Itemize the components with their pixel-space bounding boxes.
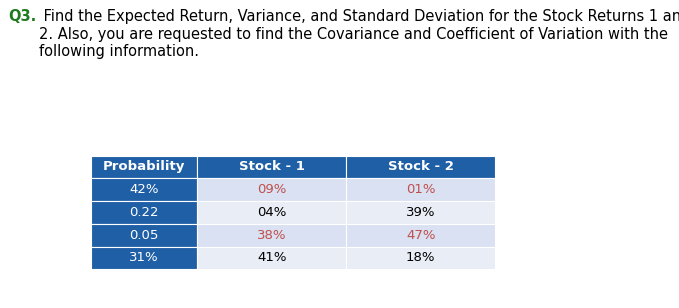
Bar bbox=[197, 224, 346, 247]
Text: 09%: 09% bbox=[257, 183, 287, 196]
Text: 0.05: 0.05 bbox=[130, 229, 159, 242]
Text: 31%: 31% bbox=[130, 252, 159, 265]
Bar bbox=[346, 247, 496, 270]
Bar bbox=[197, 178, 346, 201]
Bar bbox=[91, 201, 197, 224]
Text: 0.22: 0.22 bbox=[130, 206, 159, 219]
Bar bbox=[346, 178, 496, 201]
Text: 18%: 18% bbox=[406, 252, 435, 265]
Bar bbox=[197, 201, 346, 224]
Text: Probability: Probability bbox=[103, 160, 185, 173]
Bar bbox=[346, 224, 496, 247]
Text: Stock - 2: Stock - 2 bbox=[388, 160, 454, 173]
Text: Stock - 1: Stock - 1 bbox=[239, 160, 305, 173]
Text: 39%: 39% bbox=[406, 206, 435, 219]
Text: 42%: 42% bbox=[130, 183, 159, 196]
Text: 04%: 04% bbox=[257, 206, 287, 219]
Bar bbox=[91, 178, 197, 201]
Text: Q3.: Q3. bbox=[8, 9, 37, 24]
Text: 41%: 41% bbox=[257, 252, 287, 265]
Bar bbox=[197, 247, 346, 270]
Text: Find the Expected Return, Variance, and Standard Deviation for the Stock Returns: Find the Expected Return, Variance, and … bbox=[39, 9, 679, 59]
Bar bbox=[346, 156, 496, 178]
Bar bbox=[197, 156, 346, 178]
Bar bbox=[91, 224, 197, 247]
Bar bbox=[91, 156, 197, 178]
Text: 38%: 38% bbox=[257, 229, 287, 242]
Bar bbox=[346, 201, 496, 224]
Bar bbox=[91, 247, 197, 270]
Text: 47%: 47% bbox=[406, 229, 435, 242]
Text: 01%: 01% bbox=[406, 183, 435, 196]
